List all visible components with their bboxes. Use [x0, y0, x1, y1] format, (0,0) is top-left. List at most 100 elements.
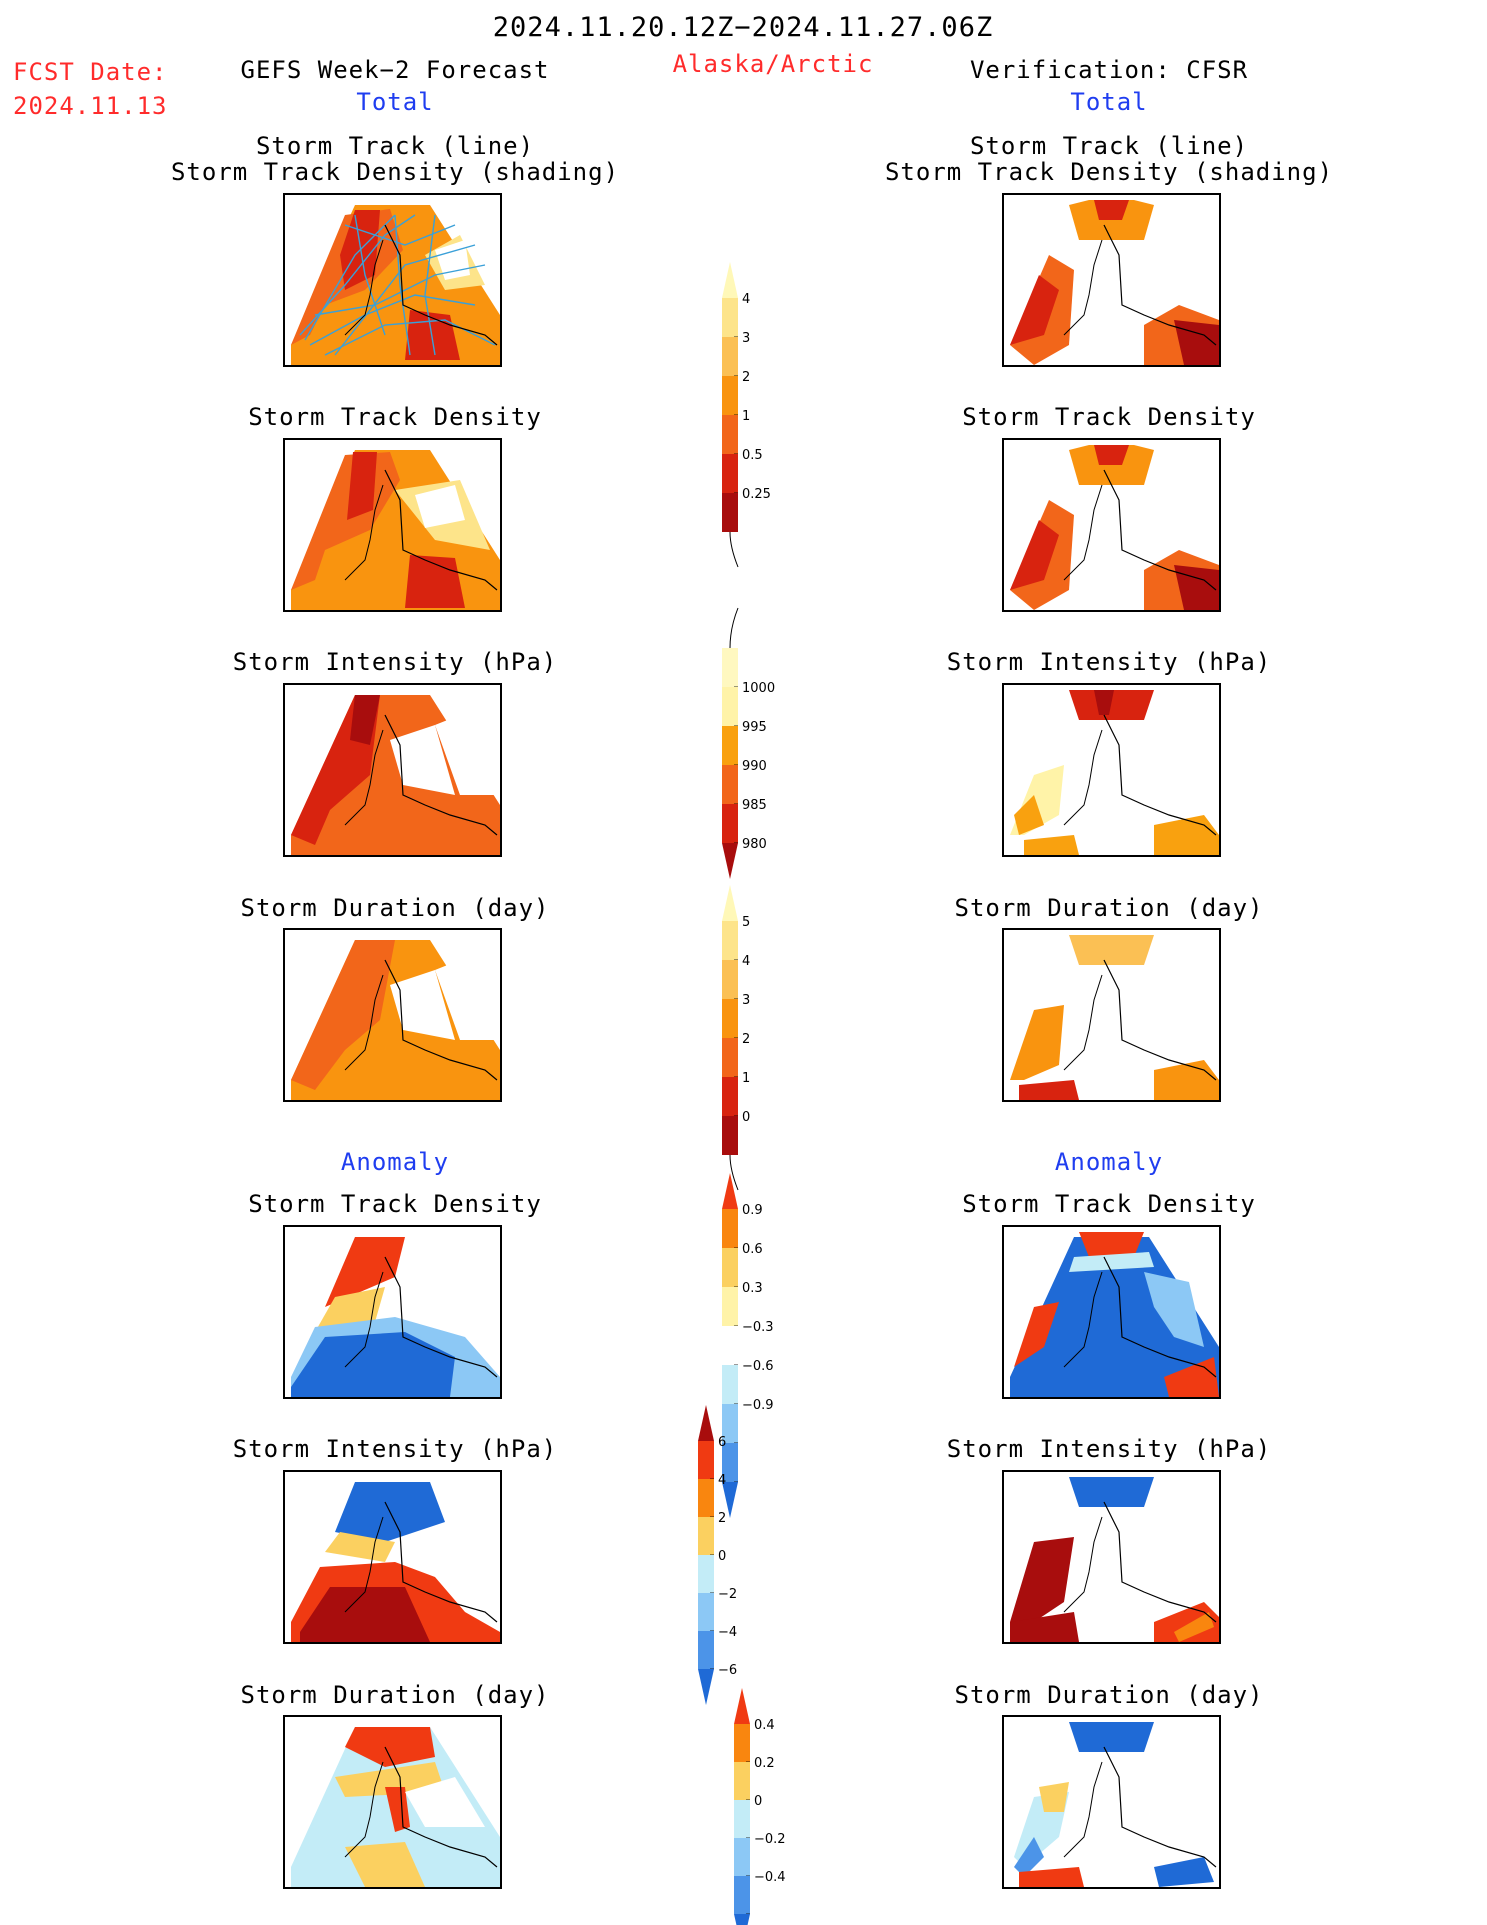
- colorbar-segment: [734, 1838, 750, 1876]
- colorbar-segment: [722, 1248, 738, 1287]
- fcst-date: 2024.11.13: [13, 92, 168, 120]
- cfsr-anom-duration-map: [1002, 1715, 1221, 1889]
- colorbar-segment: [722, 493, 738, 532]
- colorbar-cap-bottom: [734, 1914, 750, 1925]
- colorbar-cap-top: [722, 262, 738, 298]
- right-anom-density-title: Storm Track Density: [962, 1190, 1256, 1218]
- colorbar-tick-label: 0.9: [742, 1203, 763, 1218]
- colorbar-tick-label: 3: [742, 331, 750, 346]
- gefs-duration-map: [283, 928, 502, 1102]
- colorbar-tick-label: 0.25: [742, 487, 771, 502]
- gefs-intensity-map: [283, 683, 502, 857]
- colorbar-tick-label: 990: [742, 759, 767, 774]
- colorbar-segment: [722, 1365, 738, 1404]
- colorbar-tick-label: −0.2: [754, 1832, 786, 1847]
- colorbar-cap-bottom: [698, 1669, 714, 1705]
- colorbar-tick-label: −6: [718, 1663, 737, 1678]
- colorbar-tick-label: 0.4: [754, 1718, 775, 1733]
- left-anomaly-label: Anomaly: [340, 1148, 450, 1176]
- colorbar-cap-bottom: [722, 1482, 738, 1518]
- colorbar-tick-label: −0.6: [742, 1359, 774, 1374]
- left-track-line-title: Storm Track (line): [255, 132, 535, 160]
- gefs-anom-density-map: [283, 1225, 502, 1399]
- colorbar-tick-label: −0.3: [742, 1320, 774, 1335]
- right-anom-duration-title: Storm Duration (day): [954, 1681, 1264, 1709]
- colorbar-tick-label: 0.3: [742, 1281, 763, 1296]
- colorbar-segment: [722, 1038, 738, 1077]
- colorbar-tick-label: 2: [718, 1511, 726, 1526]
- colorbar-tick-label: 1: [742, 1071, 750, 1086]
- colorbar-segment: [722, 687, 738, 726]
- colorbar-segment: [722, 921, 738, 960]
- left-anom-density-title: Storm Track Density: [248, 1190, 542, 1218]
- colorbar-duration: 5 4 3 2 1 0: [714, 885, 794, 1191]
- colorbar-segment: [722, 298, 738, 337]
- right-anom-intensity-title: Storm Intensity (hPa): [946, 1435, 1272, 1463]
- colorbar-tick-label: −2: [718, 1587, 737, 1602]
- left-intensity-title: Storm Intensity (hPa): [232, 648, 558, 676]
- colorbar-segment: [722, 1287, 738, 1326]
- gefs-title: GEFS Week−2 Forecast: [240, 56, 550, 84]
- colorbar-segment: [698, 1441, 714, 1479]
- colorbar-cap-top: [698, 1405, 714, 1441]
- colorbar-segment: [722, 415, 738, 454]
- colorbar-segment: [722, 376, 738, 415]
- colorbar-anom-density: 0.9 0.6 0.3 −0.3 −0.6 −0.9: [714, 1173, 794, 1518]
- colorbar-segment: [722, 648, 738, 687]
- colorbar-segment: [722, 804, 738, 843]
- verification-title: Verification: CFSR: [969, 56, 1249, 84]
- gefs-track-density-map: [283, 193, 502, 367]
- gefs-density-map: [283, 438, 502, 612]
- fcst-label: FCST Date:: [13, 58, 168, 86]
- colorbar-segment: [722, 454, 738, 493]
- colorbar-segment: [734, 1724, 750, 1762]
- left-anom-intensity-title: Storm Intensity (hPa): [232, 1435, 558, 1463]
- colorbar-segment: [698, 1479, 714, 1517]
- colorbar-segment: [734, 1800, 750, 1838]
- colorbar-tail: [729, 1154, 739, 1191]
- colorbar-density: 4 3 2 1 0.5 0.25: [714, 262, 794, 568]
- colorbar-segment: [734, 1762, 750, 1800]
- colorbar-segment: [722, 1209, 738, 1248]
- colorbar-tick-label: 4: [742, 954, 750, 969]
- colorbar-tick-label: 0: [754, 1794, 762, 1809]
- colorbar-tick-label: −0.9: [742, 1398, 774, 1413]
- colorbar-anom-duration: 0.4 0.2 0 −0.2 −0.4: [726, 1688, 806, 1925]
- colorbar-tick-label: 5: [742, 915, 750, 930]
- cfsr-intensity-map: [1002, 683, 1221, 857]
- colorbar-segment: [698, 1593, 714, 1631]
- colorbar-tick-label: 4: [718, 1473, 726, 1488]
- right-intensity-title: Storm Intensity (hPa): [946, 648, 1272, 676]
- gefs-anom-intensity-map: [283, 1470, 502, 1644]
- colorbar-segment: [698, 1555, 714, 1593]
- colorbar-segment: [722, 960, 738, 999]
- colorbar-segment: [734, 1876, 750, 1914]
- colorbar-tick-label: 1000: [742, 681, 775, 696]
- colorbar-tick-label: 6: [718, 1435, 726, 1450]
- colorbar-tail: [729, 607, 739, 649]
- cfsr-duration-map: [1002, 928, 1221, 1102]
- colorbar-tick-label: 995: [742, 720, 767, 735]
- colorbar-cap-top: [722, 1173, 738, 1209]
- colorbar-tick-label: −0.4: [754, 1870, 786, 1885]
- colorbar-segment: [722, 765, 738, 804]
- cfsr-density-map: [1002, 438, 1221, 612]
- colorbar-cap-bottom: [722, 843, 738, 879]
- colorbar-tick-label: −4: [718, 1625, 737, 1640]
- colorbar-tick-label: 0.2: [754, 1756, 775, 1771]
- right-total-label: Total: [1070, 88, 1148, 116]
- colorbar-tick-label: 2: [742, 1032, 750, 1047]
- colorbar-segment: [722, 1443, 738, 1482]
- colorbar-tick-label: 0.5: [742, 448, 763, 463]
- colorbar-tick-label: 0: [718, 1549, 726, 1564]
- colorbar-segment: [698, 1517, 714, 1555]
- left-density-title: Storm Track Density: [248, 403, 542, 431]
- colorbar-tick-label: 3: [742, 993, 750, 1008]
- colorbar-cap-top: [722, 885, 738, 921]
- colorbar-segment: [698, 1631, 714, 1669]
- colorbar-segment: [722, 337, 738, 376]
- colorbar-tick-label: 0: [742, 1110, 750, 1125]
- left-total-label: Total: [356, 88, 434, 116]
- colorbar-tick-label: 0.6: [742, 1242, 763, 1257]
- colorbar-segment: [722, 999, 738, 1038]
